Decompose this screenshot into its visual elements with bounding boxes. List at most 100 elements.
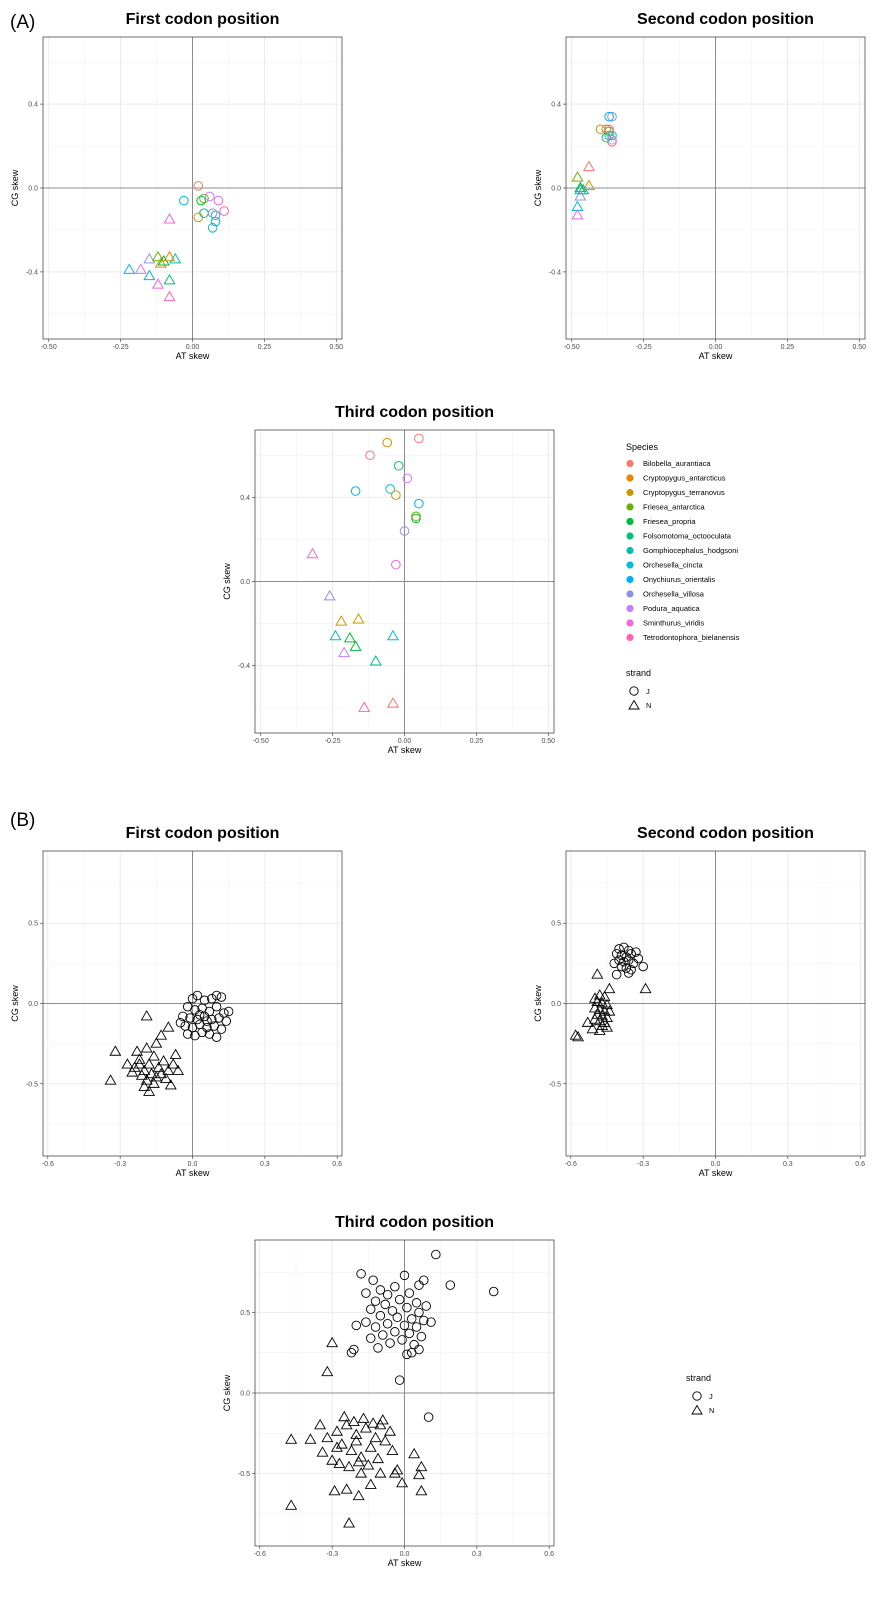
strand-j-label: J — [646, 687, 650, 696]
point-triangle-n — [150, 1037, 163, 1048]
point-circle-j — [210, 216, 221, 227]
x-tick-label: 0.6 — [855, 1161, 865, 1168]
point-circle-j — [393, 460, 404, 471]
strand-legend-b: strand J N — [686, 1373, 714, 1415]
point-triangle-n — [367, 1417, 380, 1428]
y-axis-label: CG skew — [222, 1374, 232, 1411]
point-circle-j — [182, 1029, 193, 1039]
point-circle-j — [607, 130, 617, 141]
y-axis-label: CG skew — [533, 985, 543, 1022]
point-triangle-n — [352, 1489, 365, 1501]
point-triangle-n — [140, 1010, 153, 1021]
x-tick-label: -0.3 — [114, 1161, 126, 1168]
point-triangle-n — [331, 1441, 343, 1452]
y-tick-label: 0.4 — [551, 102, 561, 109]
point-triangle-n — [167, 1058, 180, 1069]
species-key-dot — [626, 575, 634, 584]
species-legend-items: Bilobella_aurantiaca Cryptopygus_antarcti… — [626, 459, 740, 642]
point-circle-j — [414, 433, 424, 444]
point-triangle-n — [345, 1444, 358, 1456]
point-triangle-n — [104, 1074, 117, 1085]
point-circle-j — [365, 450, 375, 461]
point-circle-j — [346, 1347, 357, 1358]
strand-n-label: N — [709, 1406, 714, 1415]
species-legend: Species Bilobella_aurantiaca Cryptopygus_… — [626, 442, 740, 642]
point-triangle-n — [121, 1058, 134, 1069]
point-triangle-n — [154, 257, 167, 268]
point-triangle-n — [162, 1021, 175, 1032]
point-circle-j — [633, 953, 644, 964]
point-triangle-n — [571, 171, 584, 182]
point-triangle-n — [329, 629, 342, 641]
point-triangle-n — [172, 1064, 185, 1075]
point-triangle-n — [582, 179, 596, 191]
point-triangle-n — [574, 183, 587, 195]
point-circle-j — [621, 963, 632, 973]
point-triangle-n — [386, 1444, 399, 1456]
point-circle-j — [216, 1024, 227, 1034]
species-legend-title: Species — [626, 442, 659, 452]
point-triangle-n — [140, 1074, 153, 1085]
point-triangle-n — [159, 1072, 172, 1083]
species-key-dot — [626, 459, 634, 468]
y-tick-label: 0.4 — [240, 495, 250, 502]
point-circle-j — [607, 134, 617, 145]
x-tick-label: 0.25 — [781, 344, 795, 351]
species-key-label: Cryptopygus_terranovus — [643, 488, 725, 497]
point-circle-j — [373, 1343, 383, 1353]
point-triangle-n — [163, 250, 176, 262]
point-circle-j — [221, 1016, 232, 1026]
point-triangle-n — [574, 189, 587, 201]
point-triangle-n — [588, 992, 601, 1003]
point-triangle-n — [338, 646, 351, 658]
data-points — [123, 181, 229, 302]
point-circle-j — [416, 1331, 427, 1342]
point-circle-j — [382, 1318, 393, 1329]
point-circle-j — [616, 950, 627, 961]
point-circle-j — [190, 1005, 200, 1015]
point-circle-j — [204, 191, 215, 202]
x-tick-label: 0.00 — [186, 344, 200, 351]
point-triangle-n — [586, 1022, 599, 1034]
point-circle-j — [414, 498, 424, 509]
scatter-plot: -0.50 -0.25 0.00 0.25 0.50 -0.4 0.0 0.4 Third co… — [222, 404, 555, 755]
point-triangle-n — [321, 1431, 334, 1443]
point-circle-j — [399, 526, 410, 536]
point-circle-j — [178, 1011, 188, 1022]
point-triangle-n — [151, 278, 165, 289]
point-triangle-n — [350, 1435, 363, 1446]
species-key-label: Podura_aquatica — [643, 604, 701, 613]
point-circle-j — [361, 1317, 371, 1327]
point-circle-j — [394, 1294, 405, 1305]
point-circle-j — [350, 486, 361, 496]
strand-j-label: J — [709, 1392, 713, 1401]
point-circle-j — [375, 1285, 386, 1295]
species-key-label: Friesea_antarctica — [643, 503, 706, 512]
point-circle-j — [419, 1315, 429, 1326]
point-circle-j — [414, 1280, 424, 1290]
x-tick-label: -0.6 — [565, 1161, 577, 1168]
point-circle-j — [626, 965, 636, 975]
x-tick-label: 0.25 — [470, 738, 484, 745]
point-circle-j — [207, 993, 217, 1004]
point-triangle-n — [163, 290, 176, 302]
point-triangle-n — [133, 1058, 146, 1069]
point-triangle-n — [326, 1336, 339, 1348]
point-circle-j — [607, 111, 617, 122]
point-circle-j — [202, 1016, 212, 1026]
point-circle-j — [626, 948, 636, 959]
species-key-label: Orchesella_cincta — [643, 561, 703, 570]
point-triangle-n — [304, 1433, 317, 1444]
point-circle-j — [365, 1333, 376, 1343]
point-triangle-n — [306, 547, 319, 559]
point-circle-j — [411, 511, 421, 522]
species-key-dot — [626, 503, 634, 511]
point-triangle-n — [601, 1021, 613, 1032]
y-tick-label: 0.5 — [240, 1310, 250, 1317]
point-triangle-n — [343, 1460, 356, 1472]
point-circle-j — [419, 1275, 429, 1286]
point-triangle-n — [150, 1071, 163, 1082]
species-key-dot — [626, 546, 634, 555]
point-circle-j — [223, 1006, 234, 1017]
species-key-label: Bilobella_aurantiaca — [643, 459, 711, 468]
